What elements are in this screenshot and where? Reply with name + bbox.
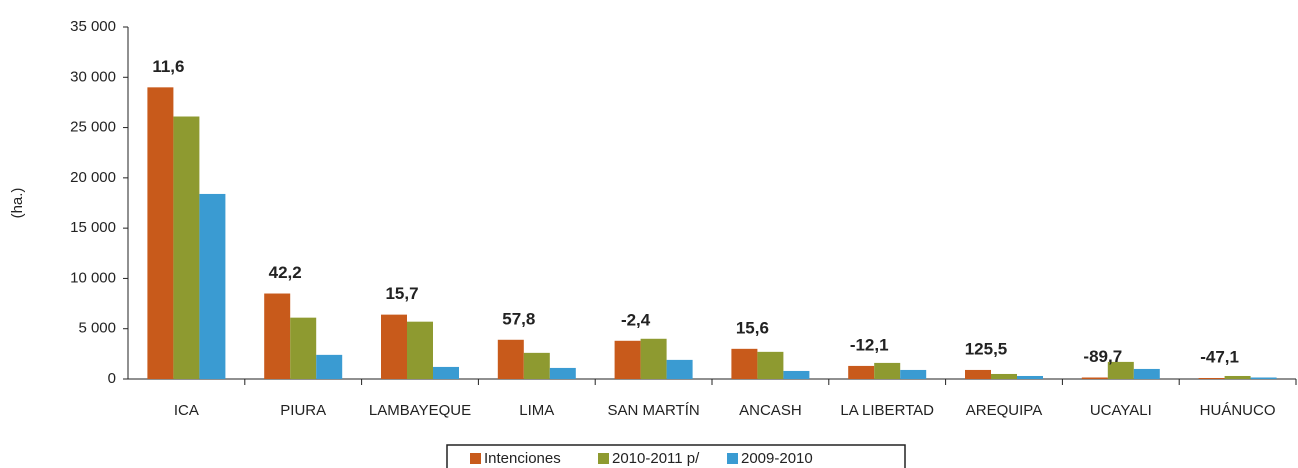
bar bbox=[433, 366, 459, 379]
legend-swatch bbox=[727, 453, 738, 464]
bar bbox=[848, 365, 875, 379]
bar bbox=[1081, 377, 1108, 379]
annotation: 125,5 bbox=[965, 339, 1008, 358]
legend-swatch bbox=[598, 453, 609, 464]
x-tick-label: PIURA bbox=[280, 402, 326, 419]
x-tick-label: ICA bbox=[174, 402, 199, 419]
legend-swatch bbox=[470, 453, 481, 464]
annotation: 11,6 bbox=[152, 57, 184, 76]
legend-label: 2010-2011 p/ bbox=[612, 450, 700, 467]
bar bbox=[264, 293, 291, 379]
annotation: -12,1 bbox=[850, 335, 889, 354]
y-axis-label: (ha.) bbox=[9, 188, 26, 219]
y-tick-label: 10 000 bbox=[70, 269, 116, 286]
y-tick-label: 0 bbox=[108, 370, 116, 387]
bar bbox=[523, 352, 550, 379]
bar bbox=[1224, 375, 1251, 379]
x-tick-label: LIMA bbox=[519, 402, 554, 419]
bar bbox=[173, 116, 200, 379]
y-tick-label: 30 000 bbox=[70, 68, 116, 85]
x-tick-label: HUÁNUCO bbox=[1200, 402, 1276, 419]
bar bbox=[757, 351, 784, 379]
bar bbox=[497, 339, 524, 379]
y-tick-label: 25 000 bbox=[70, 119, 116, 136]
y-tick-label: 5 000 bbox=[78, 320, 116, 337]
bar bbox=[965, 369, 991, 379]
bar bbox=[783, 370, 810, 379]
bar bbox=[874, 362, 901, 379]
bar bbox=[1198, 377, 1225, 379]
bar bbox=[1017, 375, 1043, 379]
legend-label: 2009-2010 bbox=[741, 450, 813, 467]
annotation: 42,2 bbox=[269, 263, 302, 282]
bar bbox=[407, 321, 433, 379]
x-tick-label: LAMBAYEQUE bbox=[369, 402, 471, 419]
annotation: 15,7 bbox=[385, 284, 418, 303]
bar bbox=[316, 354, 343, 379]
bar bbox=[1250, 377, 1277, 379]
bar bbox=[731, 348, 758, 379]
x-tick-label: AREQUIPA bbox=[966, 402, 1042, 419]
y-tick-label: 35 000 bbox=[70, 18, 116, 35]
x-tick-label: SAN MARTÍN bbox=[607, 402, 699, 419]
annotation: 57,8 bbox=[502, 309, 535, 328]
bar bbox=[381, 314, 407, 379]
y-tick-label: 15 000 bbox=[70, 219, 116, 236]
bar bbox=[147, 87, 174, 379]
bar bbox=[1107, 361, 1134, 379]
bar bbox=[900, 369, 927, 379]
legend-label: Intenciones bbox=[484, 450, 561, 467]
bar bbox=[549, 367, 576, 379]
annotation: -2,4 bbox=[621, 310, 651, 329]
bar bbox=[614, 340, 641, 379]
x-tick-label: ANCASH bbox=[739, 402, 802, 419]
bar bbox=[666, 359, 693, 379]
legend-box bbox=[446, 444, 906, 468]
bar bbox=[991, 373, 1017, 379]
y-tick-label: 20 000 bbox=[70, 169, 116, 186]
x-tick-label: UCAYALI bbox=[1090, 402, 1152, 419]
annotation: 15,6 bbox=[736, 318, 769, 337]
bar bbox=[290, 317, 317, 379]
annotation: -89,7 bbox=[1083, 347, 1122, 366]
bar bbox=[1133, 368, 1160, 379]
bar bbox=[640, 338, 667, 379]
annotation: -47,1 bbox=[1200, 347, 1239, 366]
bar bbox=[199, 193, 226, 379]
x-tick-label: LA LIBERTAD bbox=[840, 402, 934, 419]
